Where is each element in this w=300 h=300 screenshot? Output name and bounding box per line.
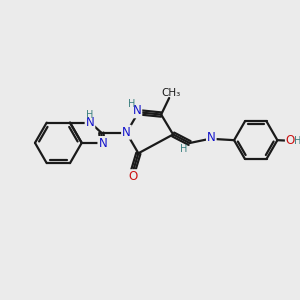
Text: N: N — [122, 126, 131, 139]
Text: H: H — [86, 110, 94, 120]
Text: CH₃: CH₃ — [161, 88, 180, 98]
Text: N: N — [207, 131, 216, 144]
Text: H: H — [128, 99, 136, 109]
Text: O: O — [286, 134, 295, 147]
Text: H: H — [294, 136, 300, 146]
Text: N: N — [133, 104, 141, 117]
Text: N: N — [98, 137, 107, 150]
Text: H: H — [180, 144, 187, 154]
Text: O: O — [128, 170, 137, 183]
Text: N: N — [85, 116, 94, 129]
